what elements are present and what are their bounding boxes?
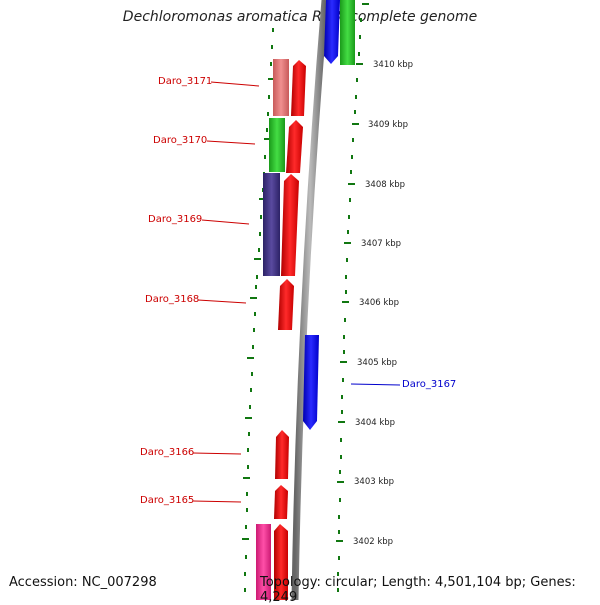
gene-daro-3167[interactable] [303, 335, 319, 430]
leader-line [206, 140, 256, 145]
leader-line [192, 452, 242, 455]
kbp-label: 3409 kbp [368, 120, 408, 130]
gene-reverse-top[interactable] [324, 0, 340, 64]
kbp-label: 3404 kbp [355, 418, 395, 428]
leader-line [197, 299, 247, 304]
leader-line [350, 383, 401, 386]
gene-label-daro-3170[interactable]: Daro_3170 [153, 135, 207, 146]
inner-tick-ring [242, 28, 275, 592]
gene-label-daro-3169[interactable]: Daro_3169 [148, 214, 202, 225]
gene-label-daro-3165[interactable]: Daro_3165 [140, 495, 194, 506]
kbp-label: 3410 kbp [373, 60, 413, 70]
gene-daro-3171[interactable] [291, 60, 306, 116]
cog-purple-daro-3169[interactable] [263, 173, 280, 276]
map-title: Dechloromonas aromatica RCB, complete ge… [122, 9, 478, 25]
gene-forward-bottom[interactable] [274, 524, 288, 600]
kbp-label: 3406 kbp [359, 298, 399, 308]
gene-daro-3168[interactable] [278, 279, 294, 330]
gene-label-daro-3167[interactable]: Daro_3167 [402, 379, 456, 390]
topology-text: Topology: circular; Length: 4,501,104 bp… [260, 575, 576, 605]
cog-magenta-bottom[interactable] [256, 524, 271, 600]
kbp-label: 3408 kbp [365, 180, 405, 190]
gene-label-daro-3168[interactable]: Daro_3168 [145, 294, 199, 305]
outer-tick-ring [336, 3, 369, 592]
kbp-label: 3402 kbp [353, 537, 393, 547]
gene-daro-3166[interactable] [275, 430, 289, 479]
kbp-label: 3407 kbp [361, 239, 401, 249]
gene-daro-3169[interactable] [281, 174, 299, 276]
leader-line [201, 219, 250, 225]
kbp-label: 3403 kbp [354, 477, 394, 487]
gene-label-daro-3166[interactable]: Daro_3166 [140, 447, 194, 458]
genome-backbone [291, 0, 329, 600]
leader-line [192, 500, 242, 503]
cog-green-daro-3170[interactable] [269, 118, 285, 172]
gene-label-daro-3171[interactable]: Daro_3171 [158, 76, 212, 87]
gene-daro-3170[interactable] [286, 120, 303, 173]
cog-salmon-daro-3171[interactable] [273, 59, 289, 116]
cog-green-top[interactable] [340, 0, 355, 65]
kbp-label: 3405 kbp [357, 358, 397, 368]
leader-line [210, 81, 260, 87]
gene-daro-3165[interactable] [274, 485, 288, 519]
accession-text: Accession: NC_007298 [9, 575, 157, 590]
